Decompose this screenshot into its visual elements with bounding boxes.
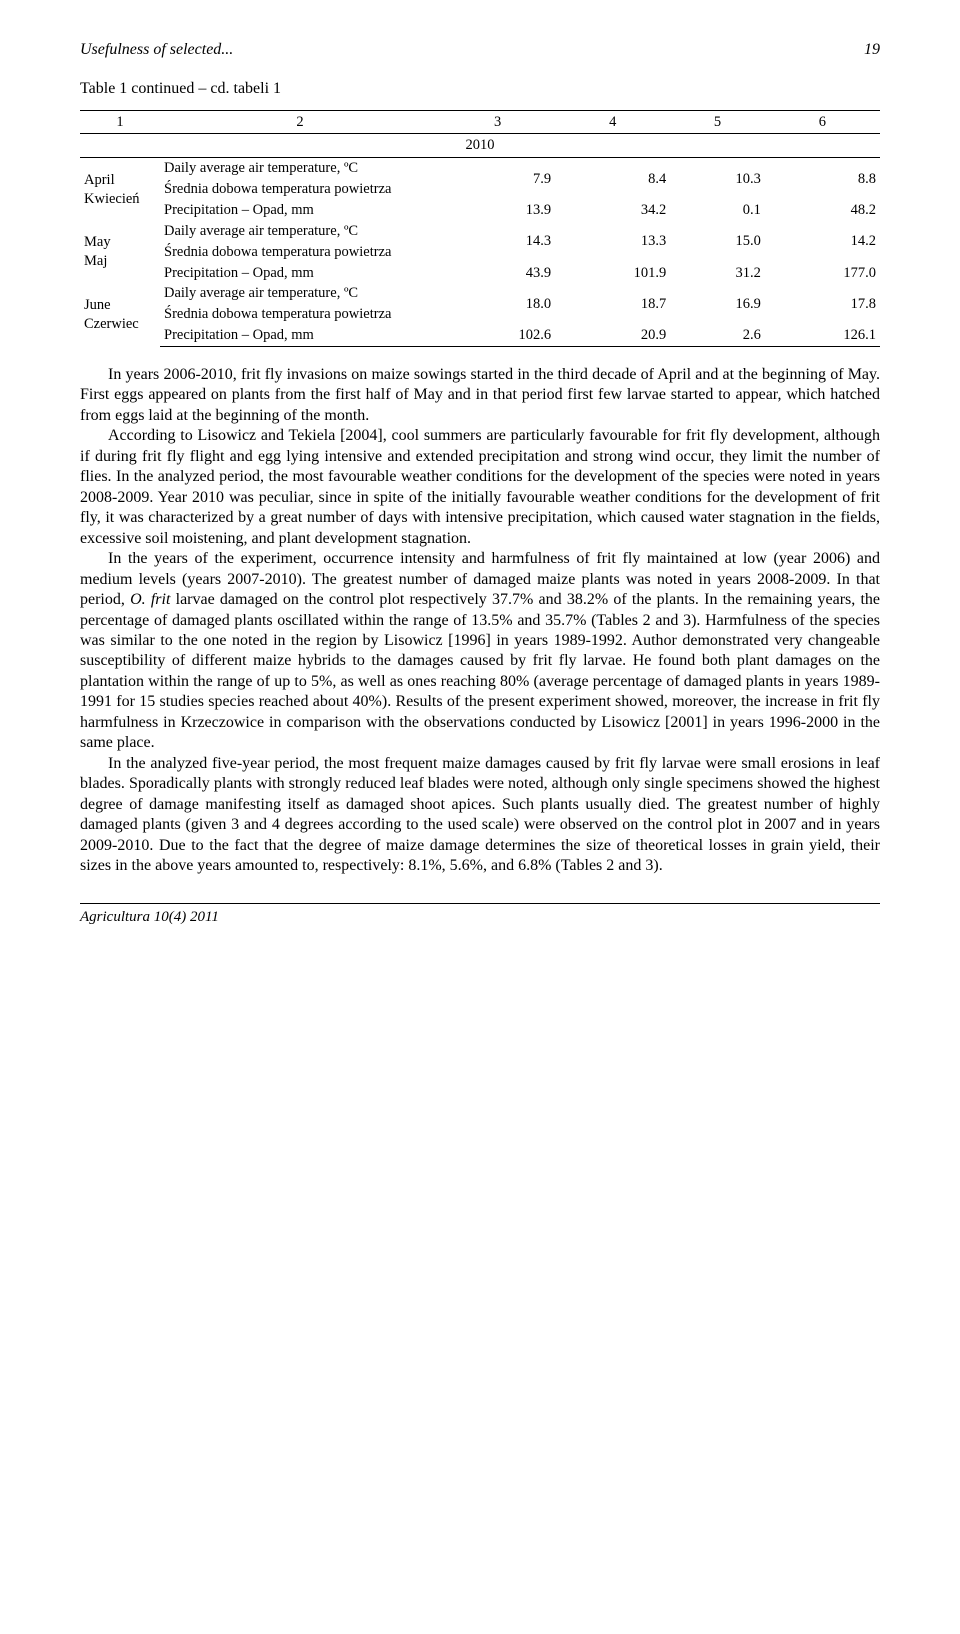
body-text: In years 2006-2010, frit fly invasions o… bbox=[80, 365, 880, 877]
paragraph: According to Lisowicz and Tekiela [2004]… bbox=[80, 426, 880, 549]
value-cell: 8.8 bbox=[765, 158, 880, 200]
value-cell: 8.4 bbox=[555, 158, 670, 200]
metric-label: Średnia dobowa temperatura powietrza bbox=[160, 179, 440, 200]
value-cell: 18.0 bbox=[440, 283, 555, 325]
col-header: 4 bbox=[555, 110, 670, 134]
month-cell: April Kwiecień bbox=[80, 158, 160, 221]
value-cell: 15.0 bbox=[670, 221, 765, 263]
value-cell: 43.9 bbox=[440, 263, 555, 284]
month-en: June bbox=[84, 297, 111, 313]
month-pl: Czerwiec bbox=[84, 316, 139, 332]
table-row: May Maj Daily average air temperature, º… bbox=[80, 221, 880, 242]
page-header: Usefulness of selected... 19 bbox=[80, 40, 880, 61]
text-run: larvae damaged on the control plot respe… bbox=[80, 591, 880, 751]
value-cell: 10.3 bbox=[670, 158, 765, 200]
running-title: Usefulness of selected... bbox=[80, 40, 233, 61]
value-cell: 20.9 bbox=[555, 325, 670, 346]
month-en: April bbox=[84, 172, 115, 188]
metric-label: Daily average air temperature, ºC bbox=[160, 283, 440, 304]
value-cell: 31.2 bbox=[670, 263, 765, 284]
page-number: 19 bbox=[864, 40, 880, 61]
value-cell: 34.2 bbox=[555, 200, 670, 221]
col-header: 5 bbox=[670, 110, 765, 134]
value-cell: 102.6 bbox=[440, 325, 555, 346]
data-table: 1 2 3 4 5 6 2010 April Kwiecień Daily av… bbox=[80, 110, 880, 347]
metric-label: Precipitation – Opad, mm bbox=[160, 200, 440, 221]
metric-label: Średnia dobowa temperatura powietrza bbox=[160, 242, 440, 263]
month-pl: Maj bbox=[84, 253, 107, 269]
year-label: 2010 bbox=[80, 134, 880, 158]
metric-label: Średnia dobowa temperatura powietrza bbox=[160, 304, 440, 325]
value-cell: 2.6 bbox=[670, 325, 765, 346]
value-cell: 0.1 bbox=[670, 200, 765, 221]
month-cell: June Czerwiec bbox=[80, 283, 160, 346]
month-cell: May Maj bbox=[80, 221, 160, 284]
metric-label: Daily average air temperature, ºC bbox=[160, 221, 440, 242]
table-row: April Kwiecień Daily average air tempera… bbox=[80, 158, 880, 179]
value-cell: 18.7 bbox=[555, 283, 670, 325]
value-cell: 14.3 bbox=[440, 221, 555, 263]
value-cell: 126.1 bbox=[765, 325, 880, 346]
metric-label: Precipitation – Opad, mm bbox=[160, 263, 440, 284]
value-cell: 101.9 bbox=[555, 263, 670, 284]
species-name: O. frit bbox=[130, 591, 170, 608]
col-header: 1 bbox=[80, 110, 160, 134]
table-row: Precipitation – Opad, mm 43.9 101.9 31.2… bbox=[80, 263, 880, 284]
value-cell: 177.0 bbox=[765, 263, 880, 284]
paragraph: In the years of the experiment, occurren… bbox=[80, 549, 880, 754]
year-row: 2010 bbox=[80, 134, 880, 158]
journal-reference: Agricultura 10(4) 2011 bbox=[80, 909, 219, 925]
value-cell: 16.9 bbox=[670, 283, 765, 325]
value-cell: 13.3 bbox=[555, 221, 670, 263]
value-cell: 13.9 bbox=[440, 200, 555, 221]
metric-label: Daily average air temperature, ºC bbox=[160, 158, 440, 179]
value-cell: 14.2 bbox=[765, 221, 880, 263]
metric-label: Precipitation – Opad, mm bbox=[160, 325, 440, 346]
month-pl: Kwiecień bbox=[84, 191, 140, 207]
page-footer: Agricultura 10(4) 2011 bbox=[80, 903, 880, 928]
col-header: 3 bbox=[440, 110, 555, 134]
table-row: Precipitation – Opad, mm 13.9 34.2 0.1 4… bbox=[80, 200, 880, 221]
table-row: Precipitation – Opad, mm 102.6 20.9 2.6 … bbox=[80, 325, 880, 346]
table-row: June Czerwiec Daily average air temperat… bbox=[80, 283, 880, 304]
col-header: 6 bbox=[765, 110, 880, 134]
paragraph: In the analyzed five-year period, the mo… bbox=[80, 754, 880, 877]
table-header-row: 1 2 3 4 5 6 bbox=[80, 110, 880, 134]
col-header: 2 bbox=[160, 110, 440, 134]
paragraph: In years 2006-2010, frit fly invasions o… bbox=[80, 365, 880, 426]
table-caption: Table 1 continued – cd. tabeli 1 bbox=[80, 79, 880, 100]
value-cell: 17.8 bbox=[765, 283, 880, 325]
value-cell: 48.2 bbox=[765, 200, 880, 221]
month-en: May bbox=[84, 234, 111, 250]
value-cell: 7.9 bbox=[440, 158, 555, 200]
